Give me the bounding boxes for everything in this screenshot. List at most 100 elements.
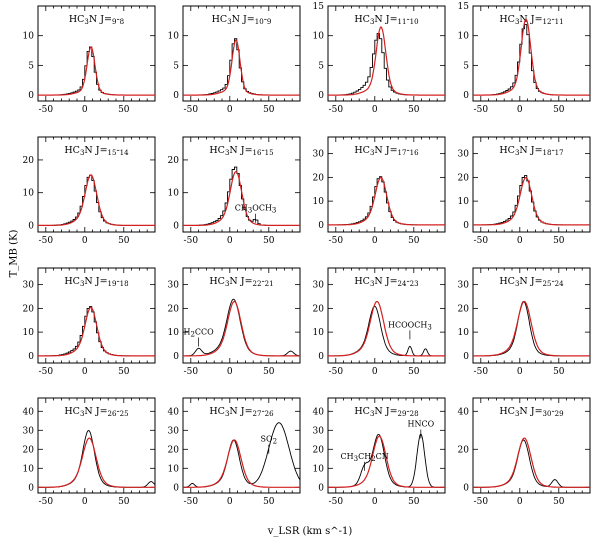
x-tick-label: 50 xyxy=(263,497,275,507)
y-tick-label: 30 xyxy=(313,150,325,160)
x-tick-label: 0 xyxy=(82,367,88,377)
panel-title: HC3​N J=30​-29​ xyxy=(499,406,563,418)
spectrum-panel-10: -50 0 50 0 10 20 30 HC3​N J=22​-21​ H2​CCO xyxy=(168,267,301,377)
spectrum-panel-15: -50 0 50 0 10 20 30 40 HC3​N J=29​-28​ CH3​CH2​CN… xyxy=(313,397,446,507)
y-tick-label: 40 xyxy=(168,407,180,417)
x-tick-label: 0 xyxy=(82,105,88,115)
x-tick-label: 0 xyxy=(517,497,523,507)
panel-frame xyxy=(327,397,446,494)
model-spectrum xyxy=(473,437,590,488)
y-tick-label: 10 xyxy=(313,32,325,42)
model-spectrum xyxy=(473,176,590,226)
observed-spectrum xyxy=(38,306,155,357)
line-annotation: HNCO xyxy=(407,420,434,429)
y-tick-label: 10 xyxy=(23,189,35,199)
x-axis-label: v_LSR (km s^-1) xyxy=(267,526,353,537)
model-spectrum xyxy=(38,306,155,357)
y-tick-label: 20 xyxy=(23,445,35,455)
y-tick-label: 10 xyxy=(23,464,35,474)
y-tick-label: 0 xyxy=(463,483,469,493)
y-tick-label: 20 xyxy=(313,173,325,183)
panel-title: HC3​N J=12​-11​ xyxy=(499,14,563,26)
y-tick-label: 10 xyxy=(23,32,35,42)
spectrum-panel-7: -50 0 50 0 10 20 30 HC3​N J=17​-16​ xyxy=(313,136,446,246)
model-spectrum xyxy=(328,176,445,226)
y-tick-label: 10 xyxy=(313,464,325,474)
y-tick-label: 20 xyxy=(313,304,325,314)
panel-frame xyxy=(472,136,591,233)
panel-title: HC3​N J=9​-8​ xyxy=(69,14,124,26)
observed-spectrum xyxy=(473,24,590,96)
y-tick-label: 30 xyxy=(168,281,180,291)
panel-title: HC3​N J=10​-9​ xyxy=(212,14,272,26)
panel-frame xyxy=(37,267,156,364)
y-tick-label: 20 xyxy=(168,445,180,455)
y-tick-label: 0 xyxy=(463,352,469,362)
x-tick-label: 50 xyxy=(408,236,420,246)
y-tick-label: 20 xyxy=(313,445,325,455)
panel-frame xyxy=(182,267,301,364)
panel-frame xyxy=(327,267,446,364)
y-tick-label: 10 xyxy=(458,197,470,207)
y-tick-label: 20 xyxy=(23,304,35,314)
x-tick-label: 0 xyxy=(227,497,233,507)
y-tick-label: 0 xyxy=(318,483,324,493)
y-tick-label: 0 xyxy=(173,483,179,493)
y-tick-label: 0 xyxy=(318,352,324,362)
y-tick-label: 10 xyxy=(168,328,180,338)
y-tick-label: 30 xyxy=(313,281,325,291)
y-tick-label: 5 xyxy=(173,61,179,71)
y-tick-label: 5 xyxy=(318,61,324,71)
observed-spectrum xyxy=(38,46,155,96)
x-tick-label: 0 xyxy=(372,497,378,507)
x-tick-label: 50 xyxy=(553,105,565,115)
y-tick-label: 10 xyxy=(313,197,325,207)
x-tick-label: 0 xyxy=(82,497,88,507)
x-tick-label: 50 xyxy=(263,367,275,377)
panel-frame xyxy=(182,5,301,102)
observed-spectrum xyxy=(473,175,590,226)
x-tick-label: 50 xyxy=(408,367,420,377)
x-tick-label: 0 xyxy=(82,236,88,246)
y-tick-label: 20 xyxy=(168,304,180,314)
y-tick-label: 30 xyxy=(23,281,35,291)
y-tick-label: 0 xyxy=(318,91,324,101)
y-tick-label: 0 xyxy=(173,91,179,101)
spectrum-panel-11: -50 0 50 0 10 20 30 HC3​N J=24​-23​ HCOOCH3​ xyxy=(313,267,446,377)
x-tick-label: 0 xyxy=(372,236,378,246)
y-axis-label: T_MB (K) xyxy=(8,229,20,278)
x-tick-label: -50 xyxy=(474,236,489,246)
panel-frame xyxy=(37,5,156,102)
x-tick-label: -50 xyxy=(39,236,54,246)
panel-frame xyxy=(37,397,156,494)
y-tick-label: 30 xyxy=(458,150,470,160)
line-annotation: CH3​CH2​CN xyxy=(341,452,389,463)
x-tick-label: -50 xyxy=(184,105,199,115)
y-tick-label: 10 xyxy=(168,32,180,42)
x-tick-label: 0 xyxy=(517,105,523,115)
model-spectrum xyxy=(328,300,445,357)
y-tick-label: 20 xyxy=(168,156,180,166)
y-tick-label: 10 xyxy=(458,328,470,338)
panel-title: HC3​N J=25​-24​ xyxy=(499,276,564,288)
y-tick-label: 0 xyxy=(173,352,179,362)
observed-spectrum xyxy=(38,174,155,226)
x-tick-label: 0 xyxy=(372,367,378,377)
y-tick-label: 0 xyxy=(173,221,179,231)
x-tick-label: -50 xyxy=(184,367,199,377)
y-tick-label: 0 xyxy=(28,483,34,493)
x-tick-label: 50 xyxy=(408,497,420,507)
x-tick-label: 0 xyxy=(372,105,378,115)
y-tick-label: 30 xyxy=(458,281,470,291)
y-tick-label: 10 xyxy=(168,464,180,474)
x-tick-label: 50 xyxy=(118,105,130,115)
model-spectrum xyxy=(473,18,590,96)
y-tick-label: 30 xyxy=(313,426,325,436)
x-tick-label: -50 xyxy=(184,236,199,246)
x-tick-label: 50 xyxy=(118,236,130,246)
line-annotation: HCOOCH3​ xyxy=(388,320,432,331)
x-tick-label: -50 xyxy=(474,105,489,115)
line-annotation: CH3​OCH3​ xyxy=(235,204,277,215)
panel-frame xyxy=(327,136,446,233)
y-tick-label: 15 xyxy=(313,2,325,12)
